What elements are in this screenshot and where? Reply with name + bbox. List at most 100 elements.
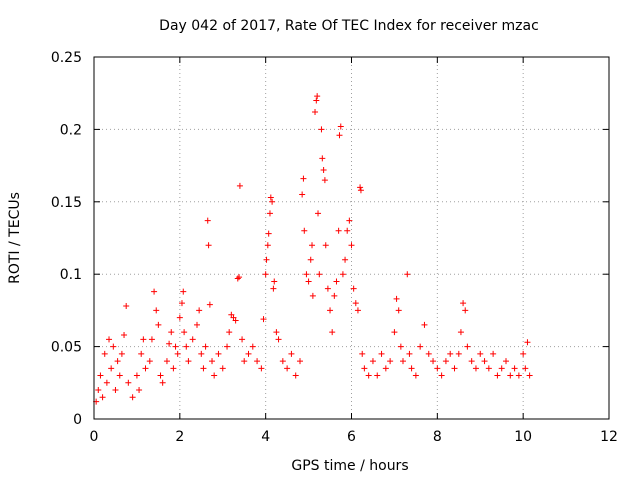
x-tick-label: 4 (261, 429, 270, 445)
data-point (374, 372, 381, 379)
data-point (239, 336, 246, 343)
data-point (327, 307, 334, 314)
data-point (101, 350, 108, 357)
data-point (312, 109, 319, 116)
data-point (369, 358, 376, 365)
data-point (321, 177, 328, 184)
data-point (314, 93, 321, 100)
data-point (121, 332, 128, 339)
data-point (200, 365, 207, 372)
data-point (382, 365, 389, 372)
data-point (284, 365, 291, 372)
data-point (365, 372, 372, 379)
data-point (404, 271, 411, 278)
data-point (245, 350, 252, 357)
data-point (305, 278, 312, 285)
data-point (357, 184, 364, 191)
data-point (123, 303, 130, 310)
data-point (354, 307, 361, 314)
x-axis-label: GPS time / hours (291, 458, 408, 474)
y-tick-label: 0.15 (51, 195, 82, 211)
data-point (194, 321, 200, 328)
data-point (155, 321, 162, 328)
data-point (361, 365, 368, 372)
data-point (174, 350, 181, 357)
data-point (266, 210, 273, 217)
data-point (378, 350, 385, 357)
data-point (400, 358, 406, 365)
data-point (166, 340, 173, 347)
data-point (324, 285, 331, 292)
data-point (507, 372, 514, 379)
data-point (170, 365, 177, 372)
data-point (254, 358, 261, 365)
data-point (438, 372, 445, 379)
data-point (299, 191, 306, 198)
data-point (116, 372, 123, 379)
y-tick-label: 0.25 (51, 50, 82, 66)
data-point (136, 387, 143, 394)
data-point (303, 271, 310, 278)
data-point (181, 329, 188, 336)
data-point (267, 194, 274, 201)
x-tick-label: 12 (600, 429, 618, 445)
data-point (125, 379, 132, 386)
data-point (148, 336, 155, 343)
data-point (412, 372, 419, 379)
data-point (395, 307, 402, 314)
data-point (219, 365, 226, 372)
data-point (204, 217, 211, 224)
data-point (468, 358, 475, 365)
data-point (236, 274, 243, 281)
data-point (359, 350, 366, 357)
x-tick-label: 6 (347, 429, 356, 445)
data-point (430, 358, 437, 365)
data-point (357, 187, 364, 194)
data-point (417, 343, 424, 350)
data-point (406, 350, 413, 357)
data-point (159, 379, 166, 386)
data-point (140, 336, 147, 343)
data-point (258, 365, 265, 372)
data-point (196, 307, 203, 314)
y-tick-label: 0.05 (51, 340, 82, 356)
data-point (264, 242, 271, 249)
data-point (421, 321, 428, 328)
data-point (215, 350, 222, 357)
data-point (163, 358, 170, 365)
data-point (335, 227, 342, 234)
data-point (434, 365, 441, 372)
data-point (425, 350, 432, 357)
data-point (333, 278, 340, 285)
data-point (106, 336, 113, 343)
data-point (307, 256, 314, 263)
data-point (271, 278, 278, 285)
data-point (309, 242, 316, 249)
data-point (352, 300, 359, 307)
data-point (226, 329, 233, 336)
data-point (146, 358, 153, 365)
x-tick-label: 0 (90, 429, 99, 445)
data-point (387, 358, 394, 365)
data-point (515, 372, 522, 379)
data-point (241, 358, 248, 365)
data-point (477, 350, 484, 357)
y-tick-label: 0 (73, 412, 82, 428)
data-point (503, 358, 509, 365)
data-point (451, 365, 458, 372)
data-point (183, 343, 190, 350)
data-point (301, 227, 308, 234)
data-point (393, 295, 400, 302)
data-point (265, 230, 272, 237)
data-point (288, 350, 295, 357)
data-point (232, 317, 239, 324)
chart-title: Day 042 of 2017, Rate Of TEC Index for r… (159, 18, 539, 34)
data-point (279, 358, 286, 365)
data-point (292, 372, 299, 379)
data-point (138, 350, 145, 357)
y-tick-label: 0.2 (60, 122, 82, 138)
data-point (524, 339, 531, 346)
data-point (331, 292, 338, 299)
x-tick-labels: 0 2 4 6 8 10 12 (90, 429, 618, 445)
data-point (263, 256, 270, 263)
